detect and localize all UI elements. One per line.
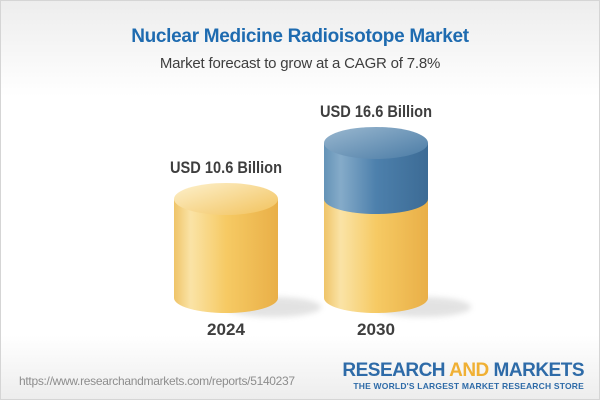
x-axis-label-2030: 2030 [357, 320, 395, 339]
logo-wordmark: RESEARCH AND MARKETS [342, 361, 584, 381]
chart-header: Nuclear Medicine Radioisotope Market Mar… [1, 1, 599, 72]
research-and-markets-logo: RESEARCH AND MARKETS THE WORLD'S LARGEST… [342, 361, 584, 392]
logo-tagline: THE WORLD'S LARGEST MARKET RESEARCH STOR… [353, 381, 584, 391]
logo-word-markets: MARKETS [493, 360, 585, 381]
bar-value-label-2030: USD 16.6 Billion [320, 102, 432, 121]
chart-subtitle: Market forecast to grow at a CAGR of 7.8… [159, 55, 441, 72]
bar-value-label-2024: USD 10.6 Billion [170, 158, 282, 177]
cylinder-top-cap-2024 [174, 182, 278, 215]
logo-word-and: AND [449, 360, 489, 381]
cylinder-segment-2024-yellow [174, 198, 278, 313]
cylinder-segment-2030-blue [324, 142, 428, 214]
cylinder-top-cap-2030 [324, 126, 428, 159]
cylinder-segment-2030-yellow [324, 198, 428, 313]
logo-word-research: RESEARCH [342, 360, 446, 381]
report-url-link[interactable]: https://www.researchandmarkets.com/repor… [19, 374, 295, 388]
chart-title: Nuclear Medicine Radioisotope Market [131, 26, 469, 47]
x-axis-label-2024: 2024 [207, 320, 246, 339]
